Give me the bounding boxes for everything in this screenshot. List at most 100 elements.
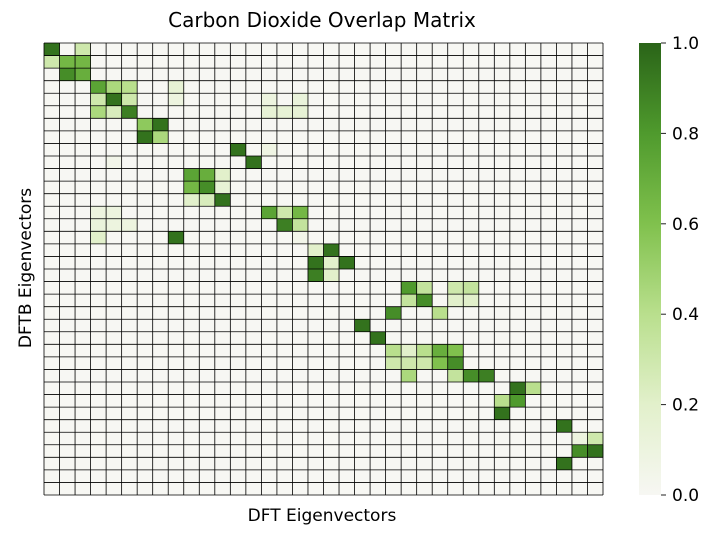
heatmap-cell	[106, 344, 122, 358]
heatmap-cell	[370, 369, 386, 383]
heatmap-cell	[44, 294, 60, 307]
heatmap-cell	[292, 407, 309, 420]
heatmap-cell	[245, 394, 262, 408]
heatmap-cell	[416, 457, 433, 471]
heatmap-cell	[199, 306, 216, 320]
heatmap-cell	[168, 469, 185, 483]
heatmap-cell	[447, 432, 464, 446]
heatmap-cell	[230, 105, 247, 119]
heatmap-cell	[261, 105, 278, 119]
heatmap-cell	[183, 356, 200, 370]
heatmap-cell	[75, 80, 91, 94]
heatmap-cell	[245, 419, 262, 433]
heatmap-cell	[370, 482, 386, 496]
heatmap-cell	[90, 356, 107, 370]
heatmap-cell	[509, 130, 526, 144]
heatmap-cell	[463, 55, 480, 69]
heatmap-cell	[168, 93, 185, 107]
heatmap-cell	[401, 143, 417, 157]
heatmap-cell	[571, 181, 588, 194]
heatmap-cell	[307, 105, 324, 119]
heatmap-cell	[261, 68, 278, 81]
heatmap-cell	[447, 419, 464, 433]
heatmap-cell	[509, 168, 526, 182]
heatmap-cell	[307, 369, 324, 383]
heatmap-cell	[152, 130, 169, 144]
heatmap-cell	[463, 93, 480, 107]
heatmap-cell	[571, 432, 588, 446]
colorbar-tick-label: 0.0	[672, 486, 699, 506]
heatmap-cell	[385, 356, 402, 370]
heatmap-cell	[292, 118, 309, 132]
heatmap-cell	[525, 444, 542, 458]
heatmap-cell	[354, 68, 371, 81]
heatmap-cell	[59, 130, 76, 144]
heatmap-cell	[323, 281, 340, 295]
heatmap-cell	[137, 193, 153, 207]
heatmap-cell	[106, 306, 122, 320]
heatmap-cell	[525, 281, 542, 295]
heatmap-cell	[525, 344, 542, 358]
heatmap-cell	[525, 394, 542, 408]
heatmap-cell	[214, 382, 231, 395]
heatmap-cell	[463, 80, 480, 94]
heatmap-cell	[214, 206, 231, 220]
heatmap-cell	[199, 407, 216, 420]
heatmap-cell	[106, 93, 122, 107]
heatmap-cell	[106, 218, 122, 232]
heatmap-cell	[447, 243, 464, 257]
heatmap-cell	[183, 469, 200, 483]
heatmap-cell	[494, 156, 511, 169]
heatmap-cell	[90, 168, 107, 182]
heatmap-cell	[230, 218, 247, 232]
heatmap-cell	[152, 356, 169, 370]
colorbar-tick-label: 0.4	[672, 305, 699, 325]
heatmap-cell	[494, 382, 511, 395]
heatmap-cell	[261, 93, 278, 107]
heatmap-cell	[509, 432, 526, 446]
heatmap-cell	[44, 93, 60, 107]
heatmap-cell	[121, 55, 138, 69]
heatmap-cell	[261, 118, 278, 132]
heatmap-cell	[509, 256, 526, 270]
heatmap-cell	[571, 469, 588, 483]
heatmap-cell	[525, 269, 542, 282]
heatmap-cell	[370, 118, 386, 132]
heatmap-cell	[75, 394, 91, 408]
heatmap-cell	[370, 43, 386, 56]
heatmap-cell	[525, 369, 542, 383]
heatmap-cell	[183, 105, 200, 119]
heatmap-cell	[556, 306, 573, 320]
heatmap-cell	[230, 206, 247, 220]
heatmap-cell	[385, 319, 402, 333]
heatmap-cell	[214, 68, 231, 81]
heatmap-cell	[447, 231, 464, 245]
heatmap-cell	[401, 93, 417, 107]
heatmap-cell	[307, 256, 324, 270]
heatmap-cell	[478, 80, 495, 94]
heatmap-cell	[494, 80, 511, 94]
heatmap-cell	[463, 281, 480, 295]
heatmap-cell	[463, 43, 480, 56]
heatmap-cell	[354, 356, 371, 370]
heatmap-cell	[214, 218, 231, 232]
heatmap-cell	[230, 457, 247, 471]
heatmap-cell	[571, 294, 588, 307]
heatmap-cell	[59, 168, 76, 182]
heatmap-cell	[168, 231, 185, 245]
heatmap-cell	[292, 432, 309, 446]
heatmap-cell	[540, 43, 557, 56]
heatmap-cell	[121, 80, 138, 94]
heatmap-cell	[106, 281, 122, 295]
heatmap-cell	[199, 256, 216, 270]
heatmap-cell	[261, 419, 278, 433]
heatmap-cell	[323, 206, 340, 220]
heatmap-cell	[261, 482, 278, 496]
heatmap-cell	[44, 80, 60, 94]
heatmap-cell	[525, 356, 542, 370]
heatmap-cell	[401, 206, 417, 220]
heatmap-cell	[106, 80, 122, 94]
heatmap-cell	[152, 457, 169, 471]
heatmap-cell	[261, 382, 278, 395]
heatmap-cell	[463, 469, 480, 483]
